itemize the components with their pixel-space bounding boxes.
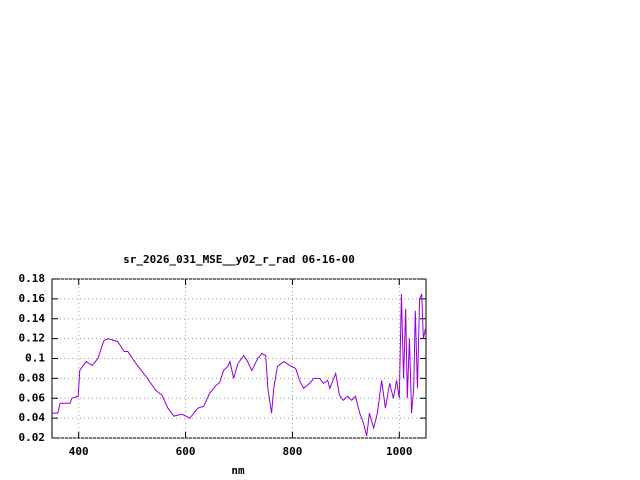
y-tick-label: 0.1: [25, 352, 45, 365]
data-line: [52, 293, 426, 437]
x-axis-label: nm: [231, 464, 245, 477]
x-tick-label: 1000: [386, 445, 413, 458]
y-tick-label: 0.12: [19, 332, 46, 345]
y-tick-label: 0.02: [19, 431, 46, 444]
y-tick-label: 0.08: [19, 371, 46, 384]
chart-title: sr_2026_031_MSE__y02_r_rad 06-16-00: [123, 253, 355, 266]
y-tick-label: 0.18: [19, 272, 46, 285]
y-tick-label: 0.04: [19, 411, 46, 424]
x-tick-label: 600: [176, 445, 196, 458]
y-tick-label: 0.14: [19, 312, 46, 325]
y-tick-label: 0.16: [19, 292, 46, 305]
y-tick-label: 0.06: [19, 391, 46, 404]
x-tick-label: 800: [282, 445, 302, 458]
x-tick-label: 400: [69, 445, 89, 458]
